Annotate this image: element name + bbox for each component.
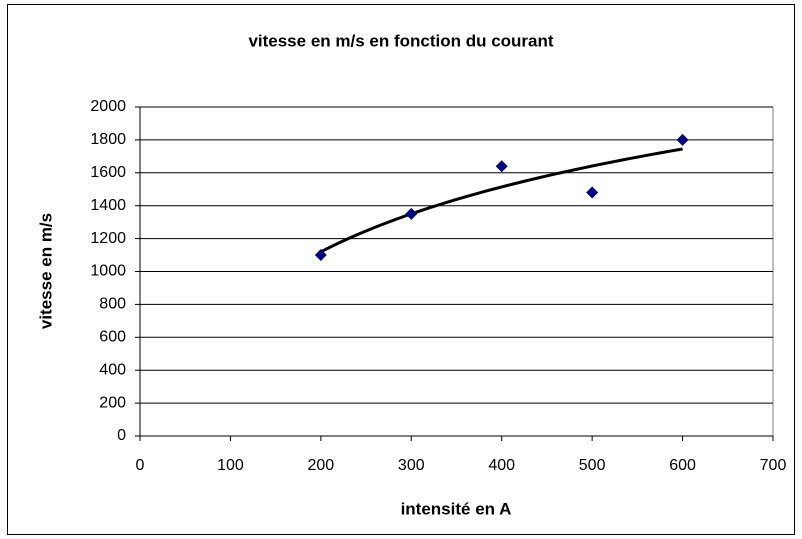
point [314, 249, 327, 262]
x-axis-label: intensité en A [401, 499, 512, 518]
y-tick-label: 0 [117, 427, 126, 444]
point [405, 207, 418, 220]
trendline [320, 147, 683, 254]
chart-title: vitesse en m/s en fonction du courant [248, 31, 553, 50]
x-tick-label: 700 [760, 457, 787, 474]
x-tick-label: 600 [669, 457, 696, 474]
y-tick-label: 600 [99, 329, 126, 346]
y-tick-label: 2000 [90, 98, 126, 115]
y-tick-label: 1600 [90, 164, 126, 181]
x-tick-label: 400 [488, 457, 515, 474]
x-tick-label: 500 [579, 457, 606, 474]
y-tick-label: 200 [99, 394, 126, 411]
point [676, 133, 689, 146]
y-tick-label: 1000 [90, 263, 126, 280]
x-tick-label: 100 [217, 457, 244, 474]
y-tick-label: 1200 [90, 230, 126, 247]
y-axis-label: vitesse en m/s [36, 213, 55, 329]
x-tick-label: 0 [136, 457, 145, 474]
y-tick-label: 1400 [90, 197, 126, 214]
point [586, 186, 599, 199]
x-tick-label: 200 [308, 457, 335, 474]
y-tick-label: 400 [99, 361, 126, 378]
point [495, 160, 508, 173]
y-tick-label: 800 [99, 296, 126, 313]
y-tick-label: 1800 [90, 131, 126, 148]
x-tick-label: 300 [398, 457, 425, 474]
